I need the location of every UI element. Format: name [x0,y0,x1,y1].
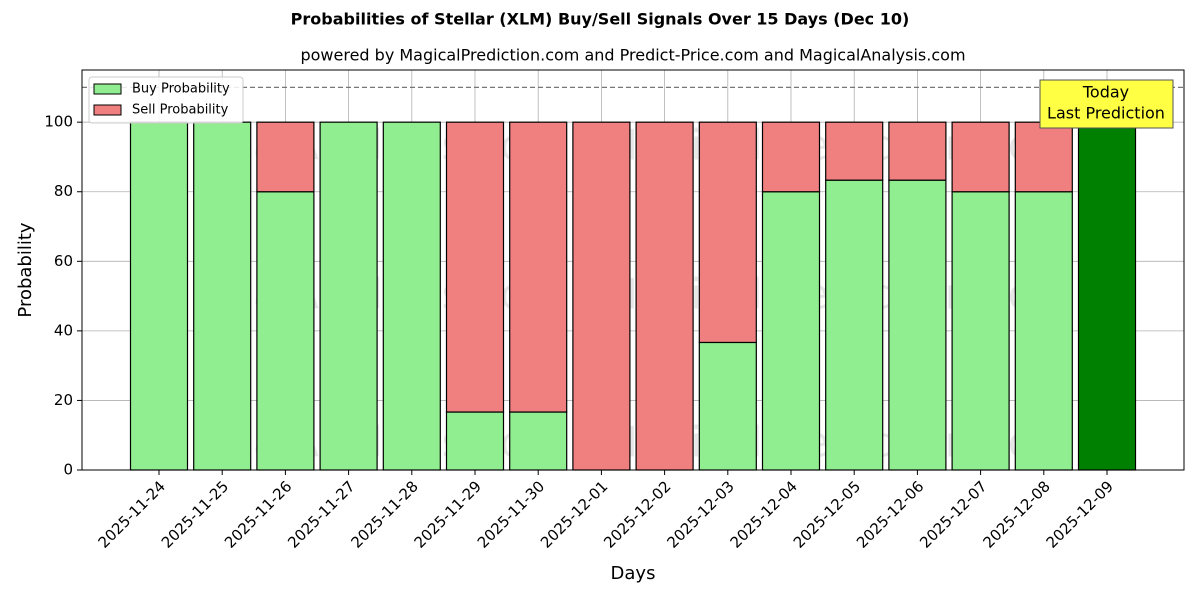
buy-bar [319,121,378,471]
y-axis-label: Probability [15,222,36,317]
y-tick-label: 60 [54,252,73,270]
annotation-box [1039,79,1174,129]
buy-bar [382,121,441,471]
y-tick-label: 40 [54,321,73,339]
sell-bar [1014,121,1073,193]
sell-bar [761,121,821,193]
buy-bar [1077,121,1137,471]
sell-bar [256,121,315,193]
sell-bar [572,121,631,471]
sell-bar [888,121,947,181]
sell-bar [445,121,505,413]
chart-subtitle: powered by MagicalPrediction.com and Pre… [300,46,965,65]
y-tick-label: 80 [54,182,73,200]
buy-bar [445,411,505,471]
sell-bar [635,121,694,471]
legend-box [88,76,244,124]
y-tick-label: 0 [63,461,73,479]
buy-bar [129,121,189,471]
legend-swatch [93,83,122,95]
legend-swatch [93,104,122,116]
buy-bar [256,191,315,471]
annotation-text: Today [1082,83,1129,102]
buy-bar [698,341,757,471]
buy-bar [1014,191,1073,471]
sell-bar [825,121,884,181]
buy-bar [193,121,252,471]
chart-title: Probabilities of Stellar (XLM) Buy/Sell … [291,10,910,29]
y-tick-label: 100 [44,113,73,131]
sell-bar [509,121,568,413]
legend-label: Buy Probability [132,82,230,97]
buy-bar [951,191,1010,471]
buy-bar [509,411,568,471]
plot-frame [81,69,1185,471]
annotation-text: Last Prediction [1047,104,1165,123]
buy-bar [825,179,884,471]
y-tick-label: 20 [54,391,73,409]
buy-bar [761,191,821,471]
x-axis-label: Days [611,563,656,584]
sell-bar [698,121,757,344]
buy-bar [888,179,947,471]
legend-label: Sell Probability [132,103,229,118]
sell-bar [951,121,1010,193]
